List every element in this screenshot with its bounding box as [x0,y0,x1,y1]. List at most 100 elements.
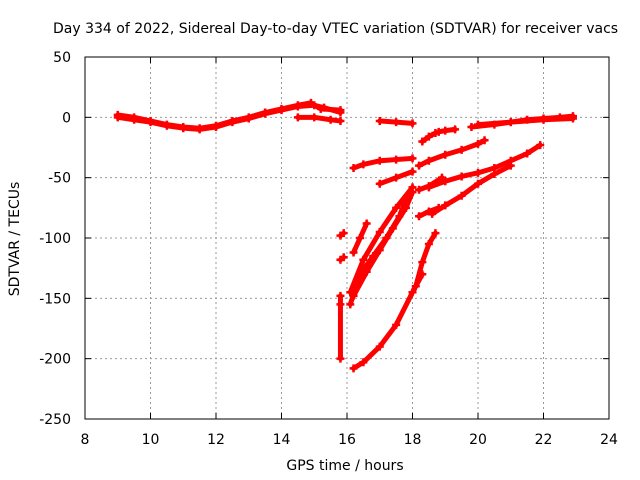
series-arc-f [428,161,515,218]
series-arc-late-flat [375,116,417,128]
data-point [293,101,302,110]
data-point [392,155,401,164]
data-point [375,156,384,165]
series-trace [413,230,438,289]
data-point [212,121,220,130]
data-point [392,118,401,127]
y-axis-label: SDTVAR / TECUs [7,182,23,297]
x-tick-label: 10 [142,432,160,448]
y-tick-label: -150 [39,291,71,307]
data-point [431,229,440,238]
data-point [261,108,270,117]
data-point [408,288,417,297]
data-point [424,156,433,165]
data-point [480,136,489,145]
x-axis-label: GPS time / hours [286,458,403,474]
data-point [375,116,384,125]
data-point [457,191,466,200]
data-point [244,113,253,122]
data-point [434,203,443,212]
data-point [306,98,315,107]
data-point [441,126,450,135]
data-point [179,122,188,131]
plot-frame [84,56,610,420]
data-point [401,203,410,212]
series-arc-n [336,229,348,240]
data-point [375,342,384,351]
data-point [228,116,237,125]
data-point [349,164,358,173]
series-arc-e [424,141,545,192]
series-trace [475,116,576,128]
data-point [424,240,433,249]
data-point [346,300,355,309]
y-tick-label: -200 [39,352,71,368]
data-point [474,168,482,177]
series-arc-o [336,253,348,264]
data-point [349,248,358,257]
data-point [336,106,345,115]
data-points [113,98,577,373]
data-point [336,354,345,363]
series-arc-g [415,203,443,221]
data-point [415,161,424,170]
data-point [457,172,466,181]
x-tick-label: 14 [273,432,291,448]
series-arc-m [349,219,371,257]
x-tick-label: 22 [535,432,553,448]
data-point [336,300,345,309]
y-tick-label: -250 [39,412,71,428]
data-point [336,291,345,300]
series-arc-main-3 [293,113,345,125]
data-point [539,115,548,124]
data-point [375,246,384,255]
y-tick-label: -50 [48,171,71,187]
data-point [408,167,417,176]
series-arc-j [349,188,417,300]
data-point [130,113,139,122]
data-point [146,116,155,125]
x-tick-label: 20 [469,432,487,448]
data-point [359,160,368,169]
series-arc-a [349,154,417,173]
data-point [474,179,482,188]
data-point [408,119,417,128]
data-point [356,234,365,242]
data-point [392,173,401,182]
y-tick-label: -100 [39,231,71,247]
data-point [349,291,358,300]
data-point [536,141,545,150]
data-point [339,229,348,238]
data-point [362,219,371,228]
x-tick-label: 18 [404,432,422,448]
data-point [490,170,499,179]
data-point [113,110,122,119]
data-point [506,118,515,127]
x-tick-label: 8 [81,432,90,448]
data-point [375,227,384,236]
chart-title: Day 334 of 2022, Sidereal Day-to-day VTE… [53,21,618,37]
data-point [568,114,577,123]
x-tick-label: 12 [207,432,225,448]
data-point [424,207,433,216]
data-point [162,120,171,129]
data-point [339,253,348,262]
data-point [441,201,450,210]
data-point [326,115,335,124]
data-point [415,212,424,221]
data-point [418,137,427,146]
data-point [441,177,450,186]
y-tick-label: 0 [62,110,71,126]
series-arc-l [411,229,440,291]
series-arc-b [375,167,417,188]
data-point [451,125,460,134]
data-point [195,124,204,133]
grid [85,57,609,419]
series-trace [429,163,514,217]
data-point [349,364,358,373]
data-point [392,203,401,212]
data-point [408,188,417,197]
data-point [375,179,384,188]
data-point [411,282,420,291]
